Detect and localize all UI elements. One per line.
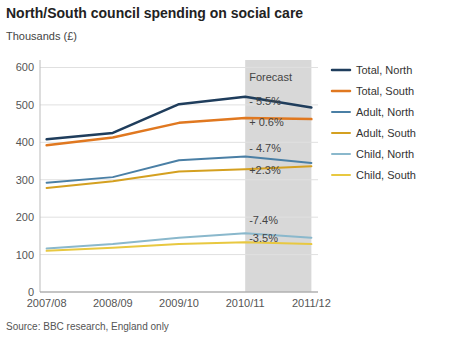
y-tick-label: 200 [16,211,34,223]
legend-label: Adult, South [356,127,416,139]
forecast-label: Forecast [249,71,292,83]
y-tick-label: 600 [16,61,34,73]
legend-swatch [332,69,350,72]
legend-swatch [332,174,350,176]
change-label: - 5.5% [249,95,281,107]
grid-line [40,67,318,68]
y-axis-line [40,60,41,292]
plot-lines [47,97,312,251]
x-tick-label: 2008/09 [93,297,133,309]
legend-swatch [332,132,350,134]
x-tick-label: 2007/08 [27,297,67,309]
x-tick-label: 2011/12 [292,297,331,309]
grid-line [40,254,318,255]
source: Source: BBC research, England only [6,321,169,332]
y-tick-label: 100 [16,249,34,261]
change-label: -7.4% [249,214,278,226]
y-axis-label: Thousands (£) [6,30,77,42]
y-tick-label: 300 [16,174,34,186]
legend-swatch [332,153,350,155]
forecast-region [245,60,311,292]
legend-swatch [332,111,350,113]
y-tick-label: 400 [16,136,34,148]
grid-line [40,292,318,293]
legend-label: Total, South [356,85,414,97]
x-tick-label: 2010/11 [226,297,265,309]
legend-swatch [332,90,350,93]
chart: 01002003004005006002007/082008/092009/10… [0,0,463,337]
change-label: + 0.6% [249,116,284,128]
series-line [47,157,312,183]
x-tick-label: 2009/10 [159,297,199,309]
legend-label: Child, North [356,148,414,160]
change-label: +2.3% [249,164,281,176]
x-axis-line [40,292,318,293]
y-tick-label: 500 [16,99,34,111]
change-label: - 4.7% [249,142,281,154]
legend-label: Child, South [356,169,416,181]
change-label: -3.5% [249,232,278,244]
legend-label: Adult, North [356,106,414,118]
legend-label: Total, North [356,64,412,76]
title: North/South council spending on social c… [6,5,303,21]
